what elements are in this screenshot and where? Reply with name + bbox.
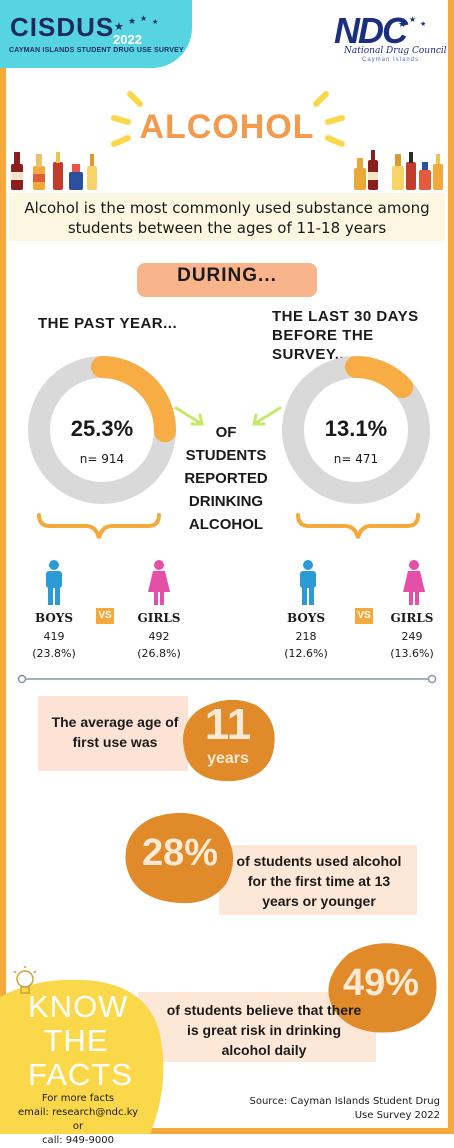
girl-icon bbox=[403, 560, 425, 605]
more-facts-email[interactable]: email: research@ndc.ky or bbox=[17, 1107, 139, 1132]
past-year-donut bbox=[28, 356, 176, 504]
more-facts-phone[interactable]: call: 949-9000 bbox=[42, 1135, 114, 1146]
svg-text:★: ★ bbox=[398, 19, 406, 29]
first-use-number: 11 bbox=[204, 700, 252, 749]
more-facts: For more facts email: research@ndc.ky or… bbox=[12, 1092, 144, 1148]
past-year-girls-label: GIRLS bbox=[137, 611, 181, 625]
fact-1-box bbox=[219, 845, 417, 915]
source-note: Source: Cayman Islands Student Drug Use … bbox=[249, 1096, 441, 1121]
past-year-percent: 25.3% bbox=[70, 416, 134, 441]
during-pill bbox=[137, 263, 317, 297]
center-caption-line: ALCOHOL bbox=[188, 516, 264, 533]
first-use-blob bbox=[183, 699, 275, 782]
girl-icon bbox=[148, 560, 170, 605]
svg-text:★: ★ bbox=[114, 21, 124, 33]
last-30-days-girls-pct: (13.6%) bbox=[390, 647, 434, 660]
during-label: DURING... bbox=[177, 265, 277, 286]
center-caption-line: DRINKING bbox=[188, 493, 264, 510]
last-30-days-girls-label: GIRLS bbox=[390, 611, 434, 625]
past-year-boys-label: BOYS bbox=[34, 611, 74, 625]
first-use-unit: years bbox=[207, 750, 249, 767]
fact-1-text: of students used alcohol for the first t… bbox=[236, 853, 402, 909]
center-caption-line: STUDENTS bbox=[185, 447, 267, 464]
past-year-boys-count: 419 bbox=[43, 630, 65, 643]
ndc-logo-location: Cayman Islands bbox=[362, 57, 420, 63]
page-title: ALCOHOL bbox=[139, 108, 315, 146]
past-year-header: THE PAST YEAR... bbox=[38, 315, 178, 332]
boy-icon bbox=[46, 560, 62, 605]
last-30-days-donut-fill bbox=[282, 356, 430, 504]
boy-icon bbox=[300, 560, 316, 605]
section-divider bbox=[17, 674, 437, 684]
know-facts-blob bbox=[0, 979, 164, 1134]
brand-banner bbox=[0, 0, 192, 68]
svg-text:★: ★ bbox=[128, 16, 136, 26]
last-30-days-percent: 13.1% bbox=[324, 416, 388, 441]
past-year-girls-pct: (26.8%) bbox=[137, 647, 181, 660]
last-30-days-vs-label: VS bbox=[357, 610, 371, 621]
last-30-days-header: THE LAST 30 DAYS BEFORE THE SURVEY... bbox=[272, 308, 419, 363]
past-year-girls-count: 492 bbox=[148, 630, 170, 643]
brand-subtitle: CAYMAN ISLANDS STUDENT DRUG USE SURVEY bbox=[9, 47, 184, 54]
past-year-vs-label: VS bbox=[98, 610, 112, 621]
ndc-stars-icon: ★ ★ ★ bbox=[398, 15, 426, 29]
center-caption-line: REPORTED bbox=[184, 470, 268, 487]
last-30-days-vs-badge bbox=[355, 608, 373, 624]
last-30-days-n: n= 471 bbox=[333, 452, 379, 466]
last-30-days-boys-count: 218 bbox=[295, 630, 317, 643]
svg-text:★: ★ bbox=[140, 14, 147, 23]
bottles-right-icon bbox=[354, 150, 443, 190]
lightbulb-icon bbox=[13, 966, 37, 994]
past-year-boys-pct: (23.8%) bbox=[32, 647, 76, 660]
brand-year: 2022 bbox=[113, 32, 142, 47]
last-30-days-brace-icon bbox=[296, 513, 420, 539]
fact-2-text: of students believe that there is great … bbox=[166, 1002, 362, 1058]
past-year-n: n= 914 bbox=[79, 452, 125, 466]
sunburst-decoration-icon bbox=[111, 91, 345, 147]
last-30-days-girls-count: 249 bbox=[401, 630, 423, 643]
last-30-days-donut bbox=[282, 356, 430, 504]
past-year-vs-badge bbox=[96, 608, 114, 624]
center-caption-line: OF bbox=[215, 424, 237, 441]
bottles-left-icon bbox=[11, 152, 97, 190]
center-caption: OF STUDENTS REPORTED DRINKING ALCOHOL bbox=[170, 421, 282, 536]
arrows-icon bbox=[174, 406, 282, 426]
svg-text:★: ★ bbox=[409, 15, 416, 24]
know-line: KNOW bbox=[28, 989, 129, 1024]
past-year-donut-fill bbox=[28, 356, 176, 504]
fact-2-blob bbox=[328, 943, 437, 1033]
ndc-logo-subtitle: National Drug Council bbox=[344, 46, 447, 56]
first-use-box bbox=[38, 696, 188, 771]
know-line: FACTS bbox=[28, 1057, 133, 1092]
know-line: THE bbox=[43, 1023, 109, 1058]
intro-banner bbox=[9, 193, 445, 241]
svg-text:★: ★ bbox=[152, 18, 158, 26]
fact-1-blob bbox=[125, 812, 234, 904]
svg-text:★: ★ bbox=[420, 20, 426, 28]
know-the-facts-title: KNOW THE FACTS bbox=[28, 989, 133, 1092]
past-year-brace-icon bbox=[37, 513, 161, 539]
more-facts-line: For more facts bbox=[41, 1093, 115, 1104]
fact-1-number: 28% bbox=[141, 832, 219, 874]
first-use-text: The average age of first use was bbox=[51, 714, 179, 750]
stars-icon: ★ ★ ★ ★ bbox=[114, 14, 158, 33]
last-30-days-boys-label: BOYS bbox=[286, 611, 326, 625]
last-30-days-boys-pct: (12.6%) bbox=[284, 647, 328, 660]
brand-name: CISDUS bbox=[10, 12, 115, 42]
intro-text: Alcohol is the most commonly used substa… bbox=[24, 199, 430, 237]
ndc-logo: NDC bbox=[334, 10, 408, 51]
fact-2-number: 49% bbox=[342, 962, 420, 1004]
